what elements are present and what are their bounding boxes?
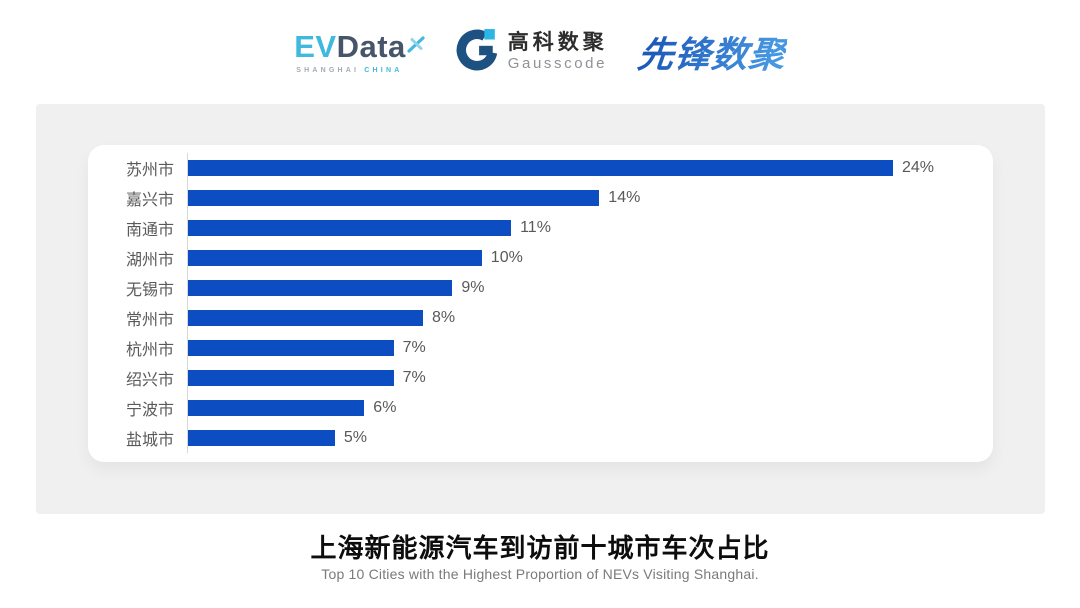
bar-track: 8% [187,303,993,333]
bar-track: 6% [187,393,993,423]
bar-track: 7% [187,363,993,393]
evdata-shanghai-text: SHANGHAI [296,66,360,74]
chart-title: 上海新能源汽车到访前十城市车次占比 [310,533,770,563]
gausscode-text-block: 高科数聚 Gausscode [508,31,608,72]
chart-panel: 苏州市 24% 嘉兴市 14% 南通市 11% 湖州市 10% 无锡市 9% 常州市 8% 杭州市 7% 绍… [36,104,1045,514]
bar [188,160,893,176]
chart-subtitle: Top 10 Cities with the Highest Proportio… [321,566,759,582]
chart-row: 常州市 8% [88,303,993,333]
chart-row: 杭州市 7% [88,333,993,363]
chart-row: 无锡市 9% [88,273,993,303]
value-label: 6% [373,399,397,416]
value-label: 11% [520,219,551,236]
category-label: 宁波市 [125,402,174,419]
category-label: 绍兴市 [125,372,174,389]
bar [188,250,482,266]
evdata-wordmark: EV Data [294,31,425,62]
value-label: 7% [402,339,426,356]
bar [188,340,394,356]
value-label: 24% [902,159,935,176]
evdata-china-text: CHINA [364,66,403,74]
bar-track: 24% [187,153,993,183]
category-label: 南通市 [125,222,174,239]
chart-row: 苏州市 24% [88,153,993,183]
xianfeng-shuju-logo: 先锋数聚 [635,26,788,78]
category-label: 无锡市 [125,282,174,299]
value-label: 5% [343,429,368,446]
category-label: 杭州市 [125,342,174,359]
category-label: 湖州市 [125,252,174,269]
gausscode-en-text: Gausscode [507,54,608,72]
bar [188,220,512,236]
gausscode-g-icon [455,28,499,77]
evdata-logo: EV Data SHANGHAI CHINA [294,31,425,74]
chart-row: 南通市 11% [88,213,993,243]
chart-row: 绍兴市 7% [88,363,993,393]
gausscode-cn-text: 高科数聚 [507,31,608,55]
bar [188,190,600,206]
bar [188,310,423,326]
value-label: 7% [402,369,426,386]
bar-track: 5% [187,423,993,453]
chart-row: 湖州市 10% [88,243,993,273]
category-label: 嘉兴市 [125,192,174,209]
evdata-subtitle: SHANGHAI CHINA [296,67,402,74]
chart-card: 苏州市 24% 嘉兴市 14% 南通市 11% 湖州市 10% 无锡市 9% 常州市 8% 杭州市 7% 绍… [88,145,993,462]
evdata-ev-text: EV [294,28,337,64]
bar [188,370,394,386]
category-label: 盐城市 [125,432,174,449]
value-label: 8% [432,309,456,326]
header-logo-bar: EV Data SHANGHAI CHINA 高科数聚 Gausscode [0,20,1080,84]
bar [188,280,453,296]
bar-track: 11% [187,213,993,243]
bar [188,400,365,416]
chart-row: 盐城市 5% [88,423,993,453]
chart-row: 嘉兴市 14% [88,183,993,213]
category-label: 常州市 [125,312,174,329]
value-label: 14% [608,189,641,206]
bar-track: 10% [187,243,993,273]
category-label: 苏州市 [125,162,174,179]
evdata-spark-icon [407,27,425,58]
chart-row: 宁波市 6% [88,393,993,423]
bar-chart: 苏州市 24% 嘉兴市 14% 南通市 11% 湖州市 10% 无锡市 9% 常州市 8% 杭州市 7% 绍… [88,153,993,453]
bar-track: 9% [187,273,993,303]
bar [188,430,335,446]
gausscode-logo: 高科数聚 Gausscode [455,28,608,77]
evdata-data-text: Data [336,28,406,64]
value-label: 10% [490,249,523,266]
value-label: 9% [461,279,485,296]
bar-track: 7% [187,333,993,363]
bar-track: 14% [187,183,993,213]
